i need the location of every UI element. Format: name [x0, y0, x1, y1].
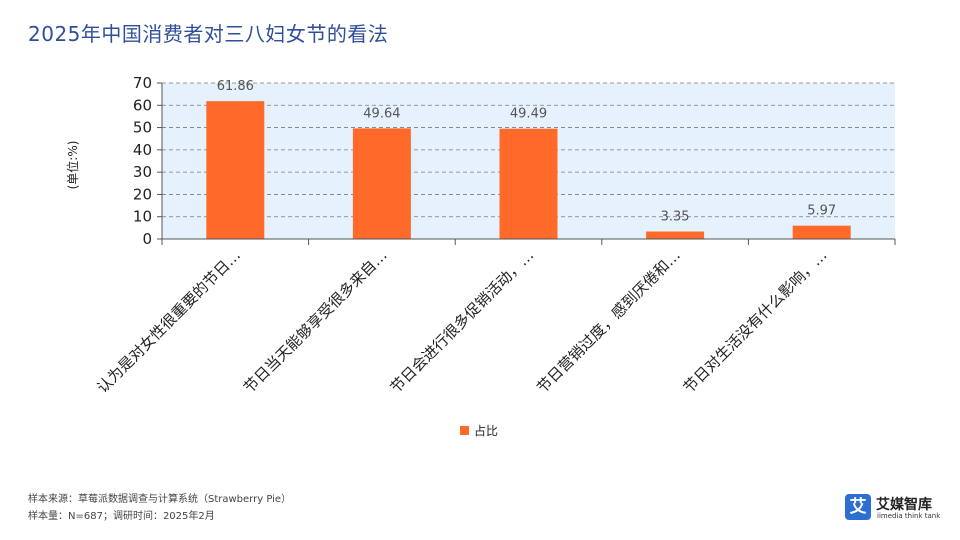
y-tick-label: 10 — [133, 208, 152, 226]
y-tick-label: 0 — [142, 230, 152, 248]
y-axis-label: (单位:%) — [65, 141, 80, 190]
data-labels: 61.86 49.64 49.49 3.35 5.97 — [217, 79, 836, 224]
y-tick-label: 20 — [133, 185, 152, 203]
y-tick-label: 60 — [133, 96, 152, 114]
bar — [352, 128, 411, 239]
y-tick-label: 30 — [133, 163, 152, 181]
footer-source: 样本来源：草莓派数据调查与计算系统（Strawberry Pie） — [28, 494, 292, 505]
logo-icon: 艾 — [845, 494, 871, 520]
x-tick-label: 节日对生活没有什么影响，… — [680, 246, 831, 397]
axes — [161, 83, 896, 245]
data-label: 49.49 — [510, 107, 547, 122]
bar — [206, 101, 265, 240]
bar — [646, 231, 705, 239]
data-label: 49.64 — [363, 106, 400, 121]
data-label: 61.86 — [217, 79, 254, 94]
bar — [792, 225, 851, 239]
footer-sample: 样本量：N=687；调研时间：2025年2月 — [28, 511, 215, 522]
y-tick-label: 40 — [133, 141, 152, 159]
x-tick-label: 认为是对女性很重要的节日… — [94, 246, 245, 397]
legend-swatch — [460, 426, 469, 435]
y-axis-ticks: 0 10 20 30 40 50 60 70 — [133, 74, 162, 248]
x-tick-label: 节日会进行很多促销活动，… — [387, 246, 538, 397]
data-label: 5.97 — [807, 204, 836, 219]
x-axis-ticks: 认为是对女性很重要的节日…节日当天能够享受很多来自…节日会进行很多促销活动，…节… — [94, 246, 831, 397]
logo-name: 艾媒智库 — [876, 497, 932, 513]
y-tick-label: 50 — [133, 119, 152, 137]
chart-title: 2025年中国消费者对三八妇女节的看法 — [28, 22, 389, 46]
footer: 样本来源：草莓派数据调查与计算系统（Strawberry Pie） 样本量：N=… — [28, 491, 291, 525]
x-tick-label: 节日营销过度，感到厌倦和… — [533, 246, 684, 397]
y-tick-label: 70 — [133, 74, 152, 92]
logo-tagline: iimedia think tank — [877, 512, 941, 520]
legend[interactable]: 占比 — [460, 423, 498, 438]
bar — [499, 128, 558, 239]
legend-label: 占比 — [474, 423, 498, 438]
bars — [206, 101, 851, 240]
x-tick-label: 节日当天能够享受很多来自… — [240, 246, 391, 397]
data-label: 3.35 — [661, 210, 690, 225]
brand-logo: 艾 艾媒智库 iimedia think tank — [845, 494, 945, 522]
